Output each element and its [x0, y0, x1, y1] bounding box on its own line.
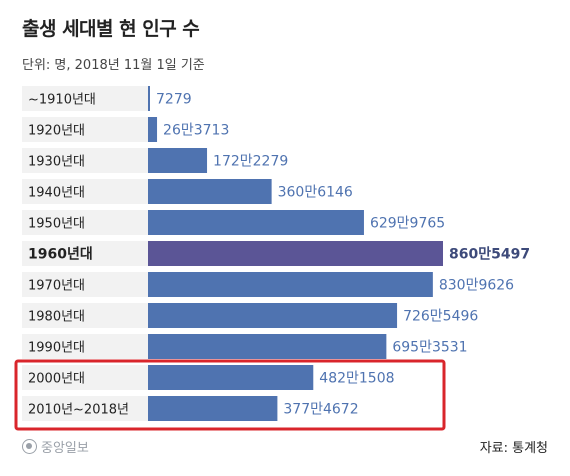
category-label: 1930년대 — [28, 155, 85, 170]
category-row-bg — [22, 334, 148, 359]
category-label: 1940년대 — [28, 186, 85, 201]
logo-text: 중앙일보 — [41, 441, 89, 456]
category-label: 1960년대 — [28, 247, 93, 263]
category-label: ~1910년대 — [28, 93, 96, 108]
category-label: 1970년대 — [28, 279, 85, 294]
category-row-bg — [22, 179, 148, 204]
category-row-bg — [22, 117, 148, 142]
value-label: 695만3531 — [392, 340, 467, 356]
bar — [148, 117, 158, 142]
value-label: 860만5497 — [449, 247, 530, 263]
chart-subtitle: 단위: 명, 2018년 11월 1일 기준 — [22, 58, 205, 73]
bar — [148, 86, 150, 111]
logo-icon — [22, 439, 37, 454]
source-note: 자료: 통계청 — [479, 441, 548, 456]
value-label: 377만4672 — [283, 402, 358, 418]
value-label: 360만6146 — [278, 185, 353, 201]
bar — [148, 396, 278, 421]
value-label: 482만1508 — [319, 371, 394, 387]
category-label: 1950년대 — [28, 217, 85, 232]
bar — [148, 365, 314, 390]
bar — [148, 303, 398, 328]
bar — [148, 210, 364, 235]
bar — [148, 148, 208, 173]
bar — [148, 179, 272, 204]
category-label: 2000년대 — [28, 372, 85, 387]
category-row-bg — [22, 210, 148, 235]
value-label: 830만9626 — [439, 278, 514, 294]
bar — [148, 241, 443, 266]
category-row-bg — [22, 303, 148, 328]
category-row-bg — [22, 365, 148, 390]
chart-title: 출생 세대별 현 인구 수 — [22, 18, 200, 40]
highlight-box — [14, 359, 446, 431]
value-label: 726만5496 — [403, 309, 478, 325]
bar — [148, 334, 387, 359]
category-row-bg — [22, 272, 148, 297]
category-row-bg — [22, 86, 148, 111]
publisher-logo: 중앙일보 — [22, 437, 89, 456]
value-label: 7279 — [156, 92, 192, 108]
category-label: 1920년대 — [28, 124, 85, 139]
category-row-bg — [22, 148, 148, 173]
category-label: 1980년대 — [28, 310, 85, 325]
value-label: 26만3713 — [163, 123, 229, 139]
value-label: 629만9765 — [370, 216, 445, 232]
bar — [148, 272, 433, 297]
value-label: 172만2279 — [213, 154, 288, 170]
category-row-bg — [22, 396, 148, 421]
category-row-bg — [22, 241, 148, 266]
category-label: 1990년대 — [28, 341, 85, 356]
category-label: 2010년~2018년 — [28, 403, 129, 418]
